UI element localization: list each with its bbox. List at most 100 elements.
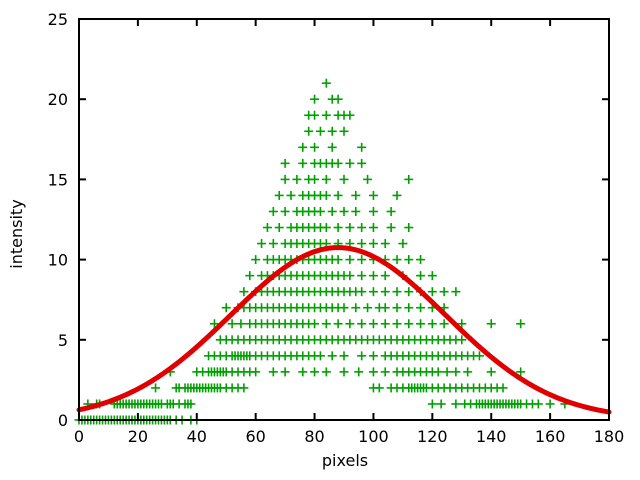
data-point-marker [339, 351, 349, 361]
data-point-marker [442, 367, 452, 377]
x-tick-label: 20 [128, 427, 148, 446]
data-point-marker [298, 142, 308, 152]
data-point-marker [386, 223, 396, 233]
data-point-marker [463, 367, 473, 377]
data-point-marker [351, 206, 361, 216]
data-point-marker [404, 255, 414, 265]
data-point-marker [321, 367, 331, 377]
data-point-marker [392, 287, 402, 297]
data-point-marker [280, 206, 290, 216]
data-point-marker [516, 319, 526, 329]
x-axis-title: pixels [322, 451, 368, 470]
data-point-marker [368, 206, 378, 216]
data-point-marker [351, 303, 361, 313]
data-point-marker [433, 367, 443, 377]
data-point-marker [298, 158, 308, 168]
data-point-marker [357, 223, 367, 233]
data-point-marker [368, 271, 378, 281]
data-point-marker [268, 239, 278, 249]
data-point-marker [339, 367, 349, 377]
data-point-marker [333, 94, 343, 104]
data-point-marker [427, 271, 437, 281]
data-point-marker [339, 174, 349, 184]
data-point-marker [404, 319, 414, 329]
x-tick-label: 80 [304, 427, 324, 446]
data-point-marker [357, 271, 367, 281]
x-tick-label: 120 [417, 427, 448, 446]
data-point-marker [368, 287, 378, 297]
data-point-marker [333, 158, 343, 168]
data-point-marker [357, 351, 367, 361]
data-point-marker [357, 287, 367, 297]
data-point-marker [368, 351, 378, 361]
data-point-marker [274, 223, 284, 233]
data-point-marker [310, 110, 320, 120]
data-point-marker [333, 190, 343, 200]
data-point-marker [498, 383, 508, 393]
data-point-marker [363, 174, 373, 184]
data-point-marker [304, 126, 314, 136]
data-point-marker [339, 303, 349, 313]
data-point-marker [404, 287, 414, 297]
data-point-marker [315, 351, 325, 361]
data-point-marker [451, 399, 461, 409]
data-point-marker [380, 287, 390, 297]
axis-frame-layer [78, 18, 610, 421]
gaussian-fit-curve [76, 245, 612, 415]
y-tick-label: 25 [48, 10, 68, 29]
data-point-marker [357, 239, 367, 249]
y-tick-label: 10 [48, 251, 68, 270]
data-point-marker [516, 367, 526, 377]
data-point-marker [457, 335, 467, 345]
data-point-marker [439, 287, 449, 297]
data-point-marker [345, 319, 355, 329]
data-point-marker [357, 158, 367, 168]
data-point-marker [257, 239, 267, 249]
data-point-marker [368, 239, 378, 249]
data-point-marker [427, 287, 437, 297]
data-point-marker [416, 255, 426, 265]
data-point-marker [327, 206, 337, 216]
data-point-marker [209, 319, 219, 329]
data-point-marker [221, 303, 231, 313]
data-point-marker [321, 190, 331, 200]
data-point-marker [315, 126, 325, 136]
data-point-marker [280, 367, 290, 377]
data-point-marker [310, 94, 320, 104]
data-point-marker [427, 319, 437, 329]
data-point-marker [404, 303, 414, 313]
data-point-marker [363, 303, 373, 313]
data-point-marker [533, 399, 543, 409]
data-point-marker [151, 383, 161, 393]
data-point-marker [380, 367, 390, 377]
x-tick-label: 40 [187, 427, 207, 446]
data-point-marker [236, 319, 246, 329]
data-point-marker [321, 110, 331, 120]
fit-curve-layer [76, 245, 612, 415]
data-point-marker [239, 287, 249, 297]
x-tick-label: 100 [358, 427, 389, 446]
data-point-marker [392, 303, 402, 313]
data-point-marker [310, 174, 320, 184]
data-point-marker [227, 319, 237, 329]
data-point-marker [345, 158, 355, 168]
data-point-marker [251, 255, 261, 265]
data-point-marker [333, 319, 343, 329]
data-point-marker [416, 271, 426, 281]
data-point-marker [268, 367, 278, 377]
data-point-marker [374, 383, 384, 393]
data-point-marker [404, 174, 414, 184]
data-point-marker [380, 271, 390, 281]
data-point-marker [392, 255, 402, 265]
data-point-marker [404, 223, 414, 233]
data-point-marker [274, 190, 284, 200]
data-point-marker [368, 319, 378, 329]
data-point-marker [451, 287, 461, 297]
data-point-marker [357, 255, 367, 265]
data-point-marker [315, 206, 325, 216]
data-point-marker [310, 367, 320, 377]
data-point-marker [268, 206, 278, 216]
data-point-marker [474, 351, 484, 361]
x-tick-label: 0 [74, 427, 84, 446]
